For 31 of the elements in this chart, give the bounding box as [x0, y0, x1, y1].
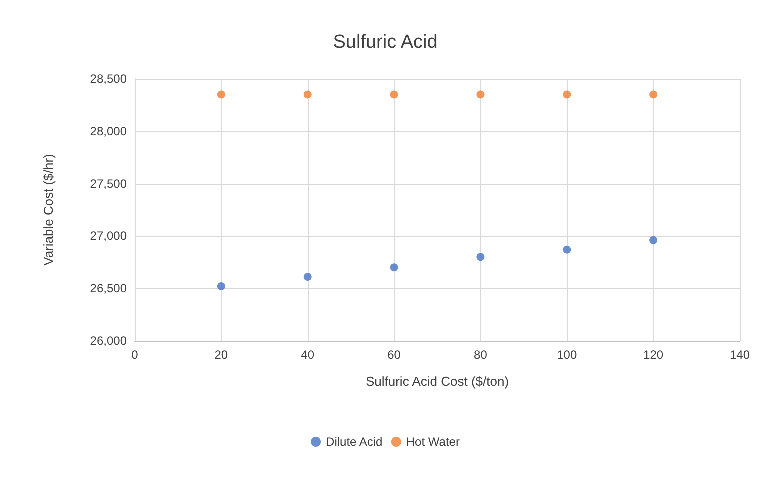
y-tick-label: 28,000 — [90, 124, 128, 138]
x-tick-label: 20 — [214, 348, 228, 362]
y-axis-title: Variable Cost ($/hr) — [41, 154, 56, 266]
x-tick-label: 100 — [557, 348, 578, 362]
y-tick-label: 26,500 — [90, 282, 128, 296]
legend-label: Dilute Acid — [326, 435, 383, 449]
point — [304, 90, 312, 99]
point — [650, 90, 658, 99]
x-tick-label: 120 — [644, 348, 664, 362]
point — [217, 282, 226, 290]
x-tick-label: 0 — [132, 348, 139, 362]
x-tick-label: 60 — [388, 348, 402, 362]
x-tick-label: 40 — [301, 348, 315, 362]
x-tick-label: 140 — [730, 348, 750, 362]
y-tick-label: 26,000 — [90, 334, 128, 348]
point — [476, 253, 485, 262]
point — [563, 246, 572, 254]
point — [476, 90, 485, 99]
point — [217, 90, 226, 99]
point — [563, 90, 572, 99]
legend-label: Hot Water — [406, 435, 460, 449]
point — [650, 236, 658, 244]
x-axis-title: Sulfuric Acid Cost ($/ton) — [366, 374, 510, 389]
point — [304, 273, 312, 282]
y-tick-label: 27,000 — [90, 229, 128, 244]
point — [390, 264, 398, 272]
y-tick-label: 27,500 — [90, 176, 128, 191]
chart-title: Sulfuric Acid — [333, 32, 438, 53]
x-tick-label: 80 — [474, 348, 488, 362]
point — [390, 90, 398, 99]
y-tick-label: 28,500 — [90, 72, 128, 86]
